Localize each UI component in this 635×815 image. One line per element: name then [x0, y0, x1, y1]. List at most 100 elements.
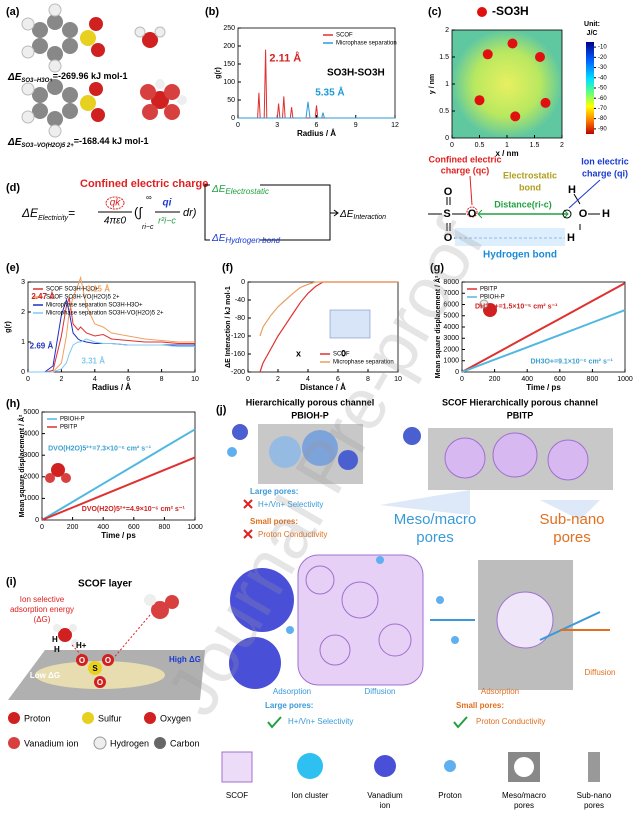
y-axis-label: g(r)	[5, 321, 12, 333]
annotation: 0	[341, 348, 346, 358]
y-tick-label: 1000	[23, 495, 39, 502]
data-point	[482, 49, 493, 60]
atom-labels: S O O O H O H H	[443, 184, 610, 244]
atom: H	[602, 208, 610, 220]
atom: H	[54, 645, 60, 654]
membrane-illustration-part	[430, 611, 601, 641]
y-axis-label: g(r)	[215, 67, 222, 79]
differential: dr)	[183, 207, 197, 219]
x-tick-label: 2	[59, 376, 63, 383]
x-tick-label: 800	[587, 376, 599, 383]
bottom-legend-icons-part	[588, 752, 600, 782]
x-tick-label: 9	[354, 122, 358, 129]
atom: O	[579, 208, 588, 220]
annotation: DH3O+=1.5×10⁻⁵ cm² s⁻¹	[475, 304, 558, 311]
x-axis-label: Time / ps	[101, 531, 136, 540]
scof-surface-part	[144, 594, 156, 606]
atom: H+	[76, 641, 87, 650]
atom: O	[444, 232, 453, 244]
equation-lhs: ΔEElectricity=	[21, 206, 75, 222]
bottom-legend-icons-part	[514, 757, 534, 777]
bottom-legend-icons-part	[374, 755, 396, 777]
annotation: DH3O+=9.1×10⁻⁶ cm² s⁻¹	[530, 359, 613, 366]
data-point	[474, 95, 485, 106]
legend-label: pores	[514, 801, 534, 810]
membrane-illustration-part	[547, 439, 589, 481]
y-tick-label: 1	[21, 339, 25, 346]
legend-label: ion	[380, 801, 391, 810]
bond-diagram-part	[455, 228, 565, 246]
membrane-illustration-part	[227, 447, 237, 457]
scof-surface-part	[69, 624, 77, 632]
molecule-drawing-part	[142, 104, 158, 120]
value: =-168.44 kJ mol-1	[74, 136, 149, 146]
molecule-drawing-part	[21, 17, 35, 31]
note: Large pores:	[250, 487, 298, 496]
data-line	[238, 101, 395, 119]
membrane-illustration-part	[319, 634, 351, 666]
atom-legend-icons-part	[144, 712, 156, 724]
scof-surface-part	[71, 614, 151, 661]
bottom-legend-icons-part	[297, 753, 323, 779]
inset-illustration-part	[45, 473, 55, 483]
molecule-drawing	[21, 3, 187, 138]
colorbar	[586, 42, 594, 134]
molecule-drawing-part	[62, 87, 78, 103]
data-line	[28, 338, 195, 373]
molecule-drawing-part	[32, 87, 48, 103]
upper-limit: ∞	[146, 193, 152, 202]
molecule-drawing-part	[47, 46, 63, 62]
annotation: 5.35 Å	[315, 85, 344, 98]
annotation: 3.31 Å	[81, 357, 105, 366]
y-axis-label: y / nm	[429, 74, 436, 94]
membrane-illustration-part	[243, 499, 253, 539]
panel-label: (i)	[6, 576, 17, 588]
legend-label: PBITP	[60, 425, 77, 431]
molecule-drawing-part	[140, 84, 156, 100]
y-tick-label: 0	[445, 135, 449, 142]
data-line	[461, 309, 626, 373]
y-tick-label: 0	[241, 279, 245, 286]
atom: O	[105, 656, 111, 665]
y-tick-label: 150	[223, 61, 235, 68]
x-tick-label: 200	[67, 524, 79, 531]
plot-frame	[27, 281, 196, 373]
panel-label: (h)	[6, 398, 20, 410]
term: ΔEElectrostatic	[211, 184, 269, 196]
molecule-drawing-part	[154, 26, 166, 38]
scof-surface-part	[71, 639, 79, 647]
annotation: DVO(H2O)5²⁺=4.9×10⁻⁶ cm² s⁻¹	[82, 506, 186, 513]
y-tick-label: 7000	[443, 290, 459, 297]
molecule-drawing-part	[62, 38, 78, 54]
y-tick-label: 5000	[443, 313, 459, 320]
x-tick-label: 1000	[617, 376, 633, 383]
legend-label: PBIOH-P	[60, 417, 85, 423]
annotation: 2.69 Å	[30, 342, 54, 351]
diagram-label: charge (qi)	[582, 168, 628, 178]
y-tick-label: 6000	[443, 301, 459, 308]
membrane-illustration-part	[269, 436, 301, 468]
y-tick-label: 2000	[23, 474, 39, 481]
inset-illustration	[45, 299, 497, 483]
legend-label: Oxygen	[160, 713, 191, 723]
symbol: ΔE	[7, 72, 22, 83]
legend-label: SCOF	[226, 791, 248, 800]
x-tick-label: 8	[160, 376, 164, 383]
x-tick-label: 0	[26, 376, 30, 383]
bond-diagram	[428, 175, 601, 246]
note: Small pores:	[250, 517, 298, 526]
panel-title: PBIOH-P	[291, 410, 329, 420]
note: Proton Conductivity	[258, 530, 327, 539]
x-axis-label: Time / ps	[526, 383, 561, 392]
inset-illustration-part	[479, 299, 489, 309]
molecule-drawing-part	[47, 79, 63, 95]
subscript: Electrostatic	[225, 187, 269, 196]
y-tick-label: 4000	[23, 430, 39, 437]
bond-diagram-part	[466, 206, 478, 218]
annotation: 3.15 Å	[86, 285, 110, 294]
molecule-drawing-part	[48, 124, 62, 138]
pore-label: pores	[416, 529, 454, 546]
legend-label: PBIOH-P	[480, 295, 505, 301]
molecule-drawing-part	[164, 84, 180, 100]
y-tick-label: 2	[445, 27, 449, 34]
